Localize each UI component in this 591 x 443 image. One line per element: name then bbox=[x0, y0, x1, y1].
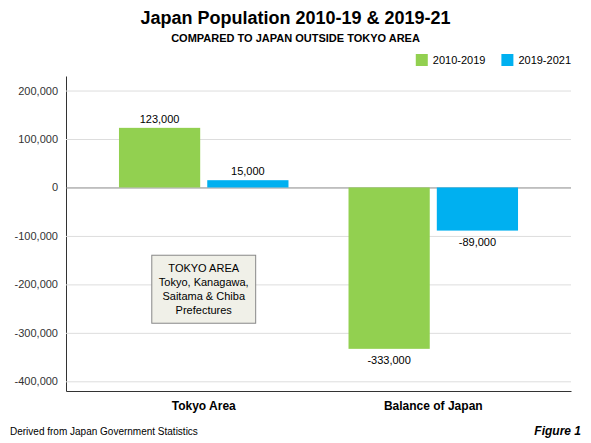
subtitle: COMPARED TO JAPAN OUTSIDE TOKYO AREA bbox=[171, 32, 420, 44]
grid-line bbox=[66, 91, 571, 92]
y-axis: -400,000 -300,000 -200,000 -100,000 0 100,000… bbox=[15, 77, 571, 392]
data-labels: 123,000 -333,000 15,000 -89,000 bbox=[140, 113, 496, 366]
bar bbox=[207, 180, 288, 187]
bar bbox=[437, 187, 518, 230]
legend-item: 2010-2019 bbox=[416, 54, 486, 66]
grid-line bbox=[66, 284, 571, 285]
title: Japan Population 2010-19 & 2019-21 bbox=[140, 8, 450, 28]
y-tick: -400,000 bbox=[15, 375, 571, 387]
legend-swatch bbox=[501, 54, 513, 66]
y-tick: 200,000 bbox=[18, 85, 571, 97]
series bbox=[119, 128, 430, 349]
y-tick: -300,000 bbox=[15, 327, 571, 339]
y-tick-label: -100,000 bbox=[15, 230, 58, 242]
x-tick: Tokyo Area bbox=[172, 399, 236, 413]
figure-label: Figure 1 bbox=[534, 424, 581, 438]
legend-item: 2019-2021 bbox=[501, 54, 571, 66]
y-tick-label: -300,000 bbox=[15, 327, 58, 339]
legend-label: 2010-2019 bbox=[433, 54, 486, 66]
y-tick-label: 0 bbox=[52, 181, 58, 193]
y-tick-label: -400,000 bbox=[15, 375, 58, 387]
y-tick-label: -200,000 bbox=[15, 278, 58, 290]
data-label: 123,000 bbox=[140, 113, 180, 125]
x-axis-line bbox=[67, 391, 572, 392]
bars bbox=[119, 128, 518, 349]
data-label: -333,000 bbox=[367, 354, 410, 366]
legend-label: 2019-2021 bbox=[518, 54, 571, 66]
bar bbox=[119, 128, 200, 188]
chart: Japan Population 2010-19 & 2019-21 COMPAR… bbox=[0, 0, 591, 443]
data-label: 15,000 bbox=[231, 165, 265, 177]
annotation-line: Prefectures bbox=[176, 304, 233, 316]
legend: 2010-2019 2019-2021 bbox=[416, 54, 571, 66]
annotation-line: Tokyo, Kanagawa, bbox=[159, 276, 249, 288]
x-tick-label: Tokyo Area bbox=[172, 399, 236, 413]
y-tick: 100,000 bbox=[18, 133, 571, 145]
grid-line bbox=[66, 333, 571, 334]
y-tick-label: 200,000 bbox=[18, 85, 58, 97]
footnote: Derived from Japan Government Statistics bbox=[10, 426, 198, 437]
y-tick-label: 100,000 bbox=[18, 133, 58, 145]
annotation-line: TOKYO AREA bbox=[168, 262, 239, 274]
grid-line bbox=[66, 381, 571, 382]
annotation-line: Saitama & Chiba bbox=[162, 290, 245, 302]
x-tick-label: Balance of Japan bbox=[384, 399, 483, 413]
y-axis-line bbox=[66, 77, 67, 392]
y-tick: -200,000 bbox=[15, 278, 571, 290]
annotation-box: TOKYO AREA Tokyo, Kanagawa, Saitama & Chib… bbox=[152, 255, 256, 323]
plot: -400,000 -300,000 -200,000 -100,000 0 100,000… bbox=[15, 77, 572, 413]
legend-swatch bbox=[416, 54, 428, 66]
series bbox=[207, 180, 518, 230]
bar bbox=[349, 187, 430, 348]
annotation-frame bbox=[152, 255, 256, 323]
data-label: -89,000 bbox=[459, 236, 496, 248]
x-axis: Tokyo Area Balance of Japan bbox=[67, 392, 572, 413]
x-tick: Balance of Japan bbox=[384, 399, 483, 413]
annotation: TOKYO AREA Tokyo, Kanagawa, Saitama & Chib… bbox=[159, 262, 249, 316]
